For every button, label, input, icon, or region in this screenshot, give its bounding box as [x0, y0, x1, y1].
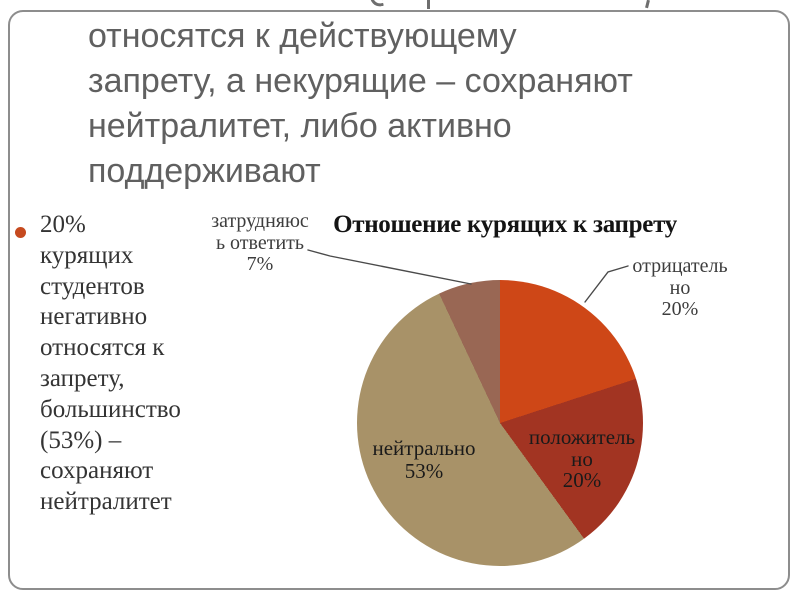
- pie-label-neutral: нейтрально 53%: [372, 436, 476, 483]
- pie-label-negative: отрицатель но 20%: [632, 255, 728, 320]
- pie-label-difficult-to-answer: затрудняюс ь ответить 7%: [211, 210, 309, 275]
- bullet-text: 20% курящих студентов негативно относятс…: [40, 211, 181, 516]
- pie-label-positive: положитель но 20%: [528, 425, 636, 492]
- pie-graphic: [357, 280, 643, 566]
- clipped-letter-descender: [370, 0, 384, 8]
- clipped-text-fragment: [0, 0, 800, 9]
- bullet-marker: [15, 227, 26, 238]
- slide-title: относятся к действующему запрету, а неку…: [88, 17, 633, 190]
- chart-title: Отношение курящих к запрету: [333, 211, 677, 238]
- clipped-letter-descender: [427, 0, 430, 9]
- clipped-letter-descender: [645, 0, 650, 9]
